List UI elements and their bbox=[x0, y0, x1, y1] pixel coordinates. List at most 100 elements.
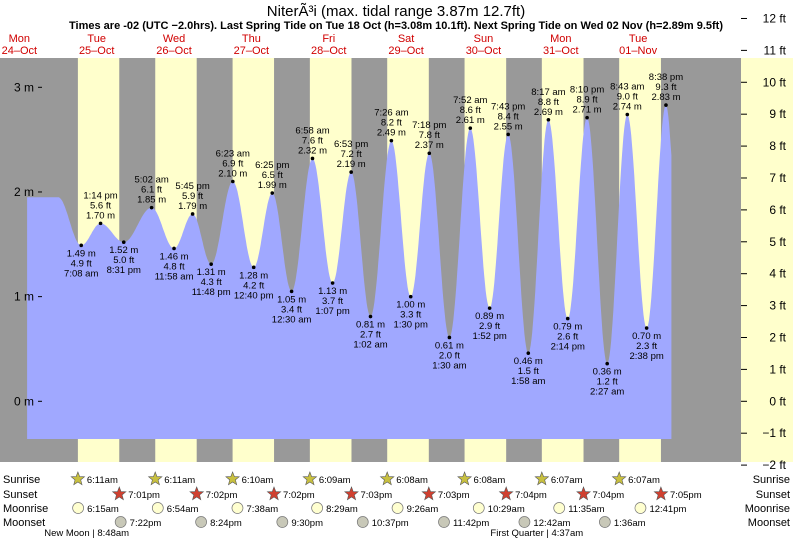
row-label-left: Sunrise bbox=[3, 474, 40, 486]
tide-extreme-dot bbox=[644, 326, 649, 330]
high-tide-time: 7:18 pm bbox=[412, 120, 446, 131]
moonrise-icon bbox=[634, 502, 647, 514]
low-tide-feet: 4.2 ft bbox=[243, 280, 264, 291]
high-tide-time: 8:10 pm bbox=[570, 85, 604, 96]
tide-extreme-dot bbox=[79, 243, 84, 248]
moonset-icon bbox=[195, 516, 207, 528]
high-tide-feet: 6.9 ft bbox=[222, 159, 243, 170]
low-tide-metres: 1.28 m bbox=[239, 270, 268, 281]
y-tick-label-ft: 1 ft bbox=[769, 362, 786, 376]
low-tide-feet: 2.0 ft bbox=[439, 350, 460, 361]
moonset-time: 10:37pm bbox=[372, 518, 409, 529]
moonrise-time: 9:26am bbox=[407, 504, 439, 515]
day-date-label: 28–Oct bbox=[311, 45, 346, 57]
high-tide-time: 6:58 am bbox=[295, 125, 329, 136]
low-tide-time: 2:14 pm bbox=[551, 342, 585, 353]
low-tide-feet: 3.4 ft bbox=[281, 304, 302, 315]
day-weekday-label: Sat bbox=[398, 33, 415, 45]
sunset-time: 7:03pm bbox=[360, 490, 392, 501]
tide-extreme-dot bbox=[149, 205, 154, 210]
tide-extreme-dot bbox=[427, 151, 432, 156]
high-tide-metres: 1.85 m bbox=[137, 195, 166, 206]
moonrise-icon bbox=[72, 502, 84, 514]
tide-extreme-dot bbox=[98, 221, 103, 226]
tide-extreme-dot bbox=[349, 170, 353, 174]
moonrise-time: 10:29am bbox=[488, 504, 525, 515]
moonset-icon bbox=[518, 516, 531, 528]
sunset-icon bbox=[343, 486, 359, 501]
low-tide-feet: 4.3 ft bbox=[201, 277, 222, 288]
day-weekday-label: Fri bbox=[322, 33, 335, 45]
low-tide-feet: 4.8 ft bbox=[163, 261, 184, 272]
moon-phase-label: First Quarter | 4:37am bbox=[490, 528, 583, 539]
tide-extremes: 1.49 m4.9 ft7:08 am 1:14 pm5.6 ft1.70 m 1.… bbox=[64, 72, 683, 398]
tide-extreme-dot bbox=[605, 361, 609, 366]
moonset-time: 12:42am bbox=[533, 518, 570, 529]
sunrise-icon bbox=[147, 471, 163, 486]
sunset-time: 7:02pm bbox=[283, 490, 315, 501]
high-tide-metres: 2.10 m bbox=[218, 169, 247, 180]
low-tide-time: 11:58 am bbox=[155, 271, 194, 282]
tide-extreme-dot bbox=[121, 240, 126, 245]
low-tide-metres: 1.13 m bbox=[318, 286, 347, 297]
moonrise-icon bbox=[311, 502, 323, 514]
low-tide-metres: 0.81 m bbox=[356, 320, 385, 331]
tide-extreme-dot bbox=[408, 294, 413, 299]
low-tide-time: 2:38 pm bbox=[629, 351, 663, 362]
high-tide-feet: 8.4 ft bbox=[498, 111, 519, 122]
sunset-time: 7:03pm bbox=[438, 490, 470, 501]
day-labels: Mon24–OctTue25–OctWed26–OctThu27–OctFri2… bbox=[2, 33, 658, 57]
high-tide-time: 6:25 pm bbox=[255, 160, 289, 171]
high-tide-metres: 2.61 m bbox=[456, 115, 485, 126]
high-tide-feet: 8.9 ft bbox=[577, 95, 598, 106]
low-tide-feet: 1.5 ft bbox=[518, 366, 539, 377]
low-tide-time: 7:08 am bbox=[64, 268, 98, 279]
moonset-time: 8:24pm bbox=[210, 518, 242, 529]
tide-extreme-dot bbox=[251, 265, 256, 270]
chart-subtitle: Times are -02 (UTC −2.0hrs). Last Spring… bbox=[69, 20, 723, 32]
moonset-icon bbox=[276, 516, 289, 528]
sunset-icon bbox=[653, 486, 669, 501]
moonrise-icon bbox=[151, 502, 164, 514]
sunrise-time: 6:07am bbox=[551, 475, 583, 486]
high-tide-feet: 8.8 ft bbox=[538, 97, 559, 108]
moonset-time: 1:36am bbox=[614, 518, 646, 529]
low-tide-time: 1:30 pm bbox=[394, 320, 428, 331]
low-tide-metres: 0.89 m bbox=[475, 311, 504, 322]
moonrise-icon bbox=[472, 502, 485, 514]
high-tide-metres: 1.99 m bbox=[258, 180, 287, 191]
high-tide-metres: 1.70 m bbox=[86, 210, 115, 221]
day-date-label: 01–Nov bbox=[619, 45, 657, 57]
high-tide-time: 8:43 am bbox=[610, 82, 644, 93]
moonset-icon bbox=[114, 516, 127, 528]
sunset-time: 7:05pm bbox=[670, 490, 702, 501]
high-tide-time: 8:17 am bbox=[531, 87, 565, 98]
moonrise-time: 6:54am bbox=[167, 504, 199, 515]
tide-extreme-dot bbox=[190, 212, 195, 216]
sunrise-time: 6:08am bbox=[474, 475, 506, 486]
moonset-icon bbox=[438, 516, 450, 528]
low-tide-feet: 2.9 ft bbox=[479, 321, 500, 332]
high-tide-feet: 5.6 ft bbox=[90, 200, 111, 211]
day-date-label: 24–Oct bbox=[2, 45, 37, 57]
moonset-time: 7:22pm bbox=[130, 518, 162, 529]
low-tide-time: 12:30 am bbox=[272, 314, 312, 325]
y-tick-label-ft: 0 ft bbox=[769, 394, 786, 408]
row-label-right: Sunrise bbox=[753, 474, 790, 486]
high-tide-feet: 8.6 ft bbox=[460, 105, 481, 116]
y-tick-label-ft: 10 ft bbox=[763, 75, 787, 89]
high-tide-time: 5:02 am bbox=[134, 175, 168, 186]
low-tide-time: 1:07 pm bbox=[315, 306, 349, 317]
low-tide-feet: 5.0 ft bbox=[113, 255, 134, 266]
low-tide-time: 2:27 am bbox=[590, 387, 624, 398]
sunrise-time: 6:10am bbox=[242, 475, 274, 486]
low-tide-feet: 2.3 ft bbox=[636, 341, 657, 352]
high-tide-metres: 2.74 m bbox=[613, 102, 642, 113]
moonrise-time: 12:41pm bbox=[649, 504, 686, 515]
moonset-time: 11:42pm bbox=[453, 518, 489, 529]
y-axis-feet: 12 ft 11 ft 10 ft 9 ft 8 ft 7 ft 6 ft 5 ft 4 ft 3… bbox=[741, 11, 787, 472]
tide-extreme-dot bbox=[487, 306, 492, 310]
moonrise-icon bbox=[391, 502, 404, 514]
y-tick-label-m: 0 m bbox=[14, 394, 34, 408]
y-tick-label-ft: 8 ft bbox=[769, 139, 786, 153]
